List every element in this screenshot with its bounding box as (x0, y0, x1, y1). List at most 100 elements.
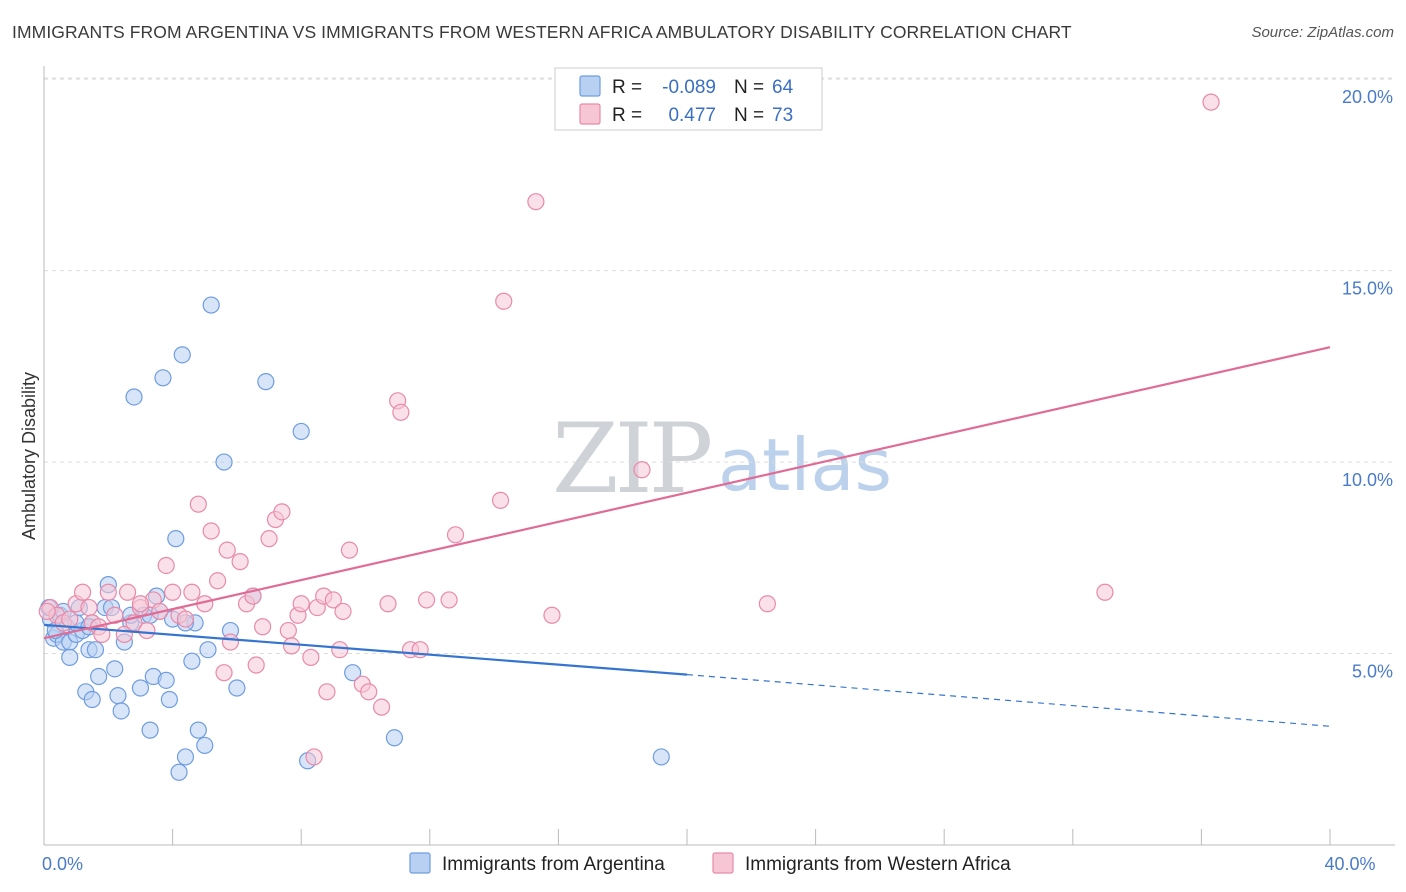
point-argentina (160, 690, 178, 709)
legend-swatch (579, 75, 601, 97)
point-western-africa (38, 602, 56, 621)
point-western-africa (417, 591, 436, 609)
legend-swatch (579, 103, 601, 125)
point-argentina (90, 667, 108, 686)
watermark: ZIP atlas (552, 403, 892, 515)
axes: 5.0% 10.0% 15.0% 20.0% 0.0% 40.0% (42, 66, 1395, 874)
point-western-africa (372, 698, 391, 716)
point-western-africa (80, 598, 98, 617)
point-western-africa (218, 541, 236, 559)
point-western-africa (221, 633, 240, 651)
legend-box: R = -0.089 N = 64 R = 0.477 N = 73 (554, 67, 823, 131)
point-western-africa (279, 621, 297, 640)
point-argentina (344, 664, 362, 682)
bottom-legend-swatch (712, 852, 734, 874)
bottom-legend-label: Immigrants from Western Africa (745, 854, 1011, 875)
point-argentina (228, 679, 246, 697)
point-argentina (385, 729, 404, 747)
point-argentina (176, 748, 195, 766)
point-argentina (257, 373, 275, 391)
point-western-africa (633, 461, 651, 479)
point-argentina (157, 671, 175, 689)
watermark-zip: ZIP (552, 403, 711, 515)
point-argentina (196, 736, 214, 755)
point-western-africa (231, 553, 249, 571)
point-argentina (173, 346, 191, 364)
point-argentina (61, 648, 79, 666)
y-tick-label: 20.0% (1342, 87, 1393, 107)
point-western-africa (164, 583, 182, 601)
point-western-africa (118, 583, 137, 601)
point-argentina (215, 453, 233, 471)
point-western-africa (73, 583, 92, 601)
point-argentina (199, 641, 217, 659)
point-western-africa (340, 541, 359, 559)
point-argentina (112, 702, 130, 720)
point-argentina (125, 388, 143, 406)
point-western-africa (260, 530, 278, 548)
point-argentina (167, 530, 185, 548)
point-western-africa (273, 503, 291, 521)
legend-n-value: 64 (772, 77, 794, 98)
point-western-africa (302, 648, 320, 666)
y-tick-label: 15.0% (1342, 279, 1393, 299)
legend-r-value: -0.089 (662, 77, 716, 98)
point-western-africa (189, 495, 207, 513)
point-western-africa (254, 618, 272, 636)
y-axis-label: Ambulatory Disability (19, 372, 39, 540)
legend-n-label: N = (734, 105, 764, 126)
trend-lines (43, 346, 1331, 727)
x-tick-label: 0.0% (42, 854, 83, 874)
point-argentina (131, 679, 150, 697)
point-western-africa (527, 193, 545, 211)
point-western-africa (1096, 583, 1114, 601)
point-western-africa (99, 583, 117, 601)
point-western-africa (334, 602, 352, 621)
point-western-africa (446, 526, 465, 544)
point-western-africa (324, 591, 342, 609)
trend-line-western-africa (43, 346, 1331, 640)
point-western-africa (305, 748, 323, 766)
point-western-africa (318, 683, 336, 701)
bottom-legend-swatch (409, 852, 431, 874)
point-argentina (109, 687, 127, 705)
point-western-africa (247, 656, 265, 674)
point-western-africa (282, 637, 301, 655)
chart-title: IMMIGRANTS FROM ARGENTINA VS IMMIGRANTS … (12, 22, 1072, 42)
point-western-africa (491, 491, 510, 509)
point-argentina (106, 660, 124, 678)
point-western-africa (138, 621, 156, 640)
point-argentina (141, 721, 159, 739)
legend-n-value: 73 (772, 105, 793, 126)
point-western-africa (176, 610, 195, 628)
point-western-africa (495, 292, 513, 310)
point-western-africa (157, 556, 175, 575)
point-western-africa (292, 595, 310, 613)
scatter-points (38, 93, 1220, 781)
legend-r-label: R = (612, 77, 642, 98)
point-argentina (183, 652, 201, 670)
point-western-africa (758, 595, 776, 613)
point-argentina (292, 422, 310, 441)
bottom-legend: Immigrants from Argentina Immigrants from… (409, 852, 1011, 875)
series-western-africa (38, 93, 1220, 766)
y-tick-label: 10.0% (1342, 470, 1393, 490)
legend-r-value: 0.477 (668, 105, 716, 126)
point-western-africa (215, 664, 233, 682)
point-western-africa (61, 610, 79, 628)
point-western-africa (392, 403, 410, 421)
point-western-africa (202, 522, 220, 540)
point-argentina (170, 763, 188, 781)
legend-r-label: R = (612, 105, 642, 126)
point-western-africa (331, 641, 349, 659)
point-western-africa (379, 595, 397, 613)
bottom-legend-label: Immigrants from Argentina (442, 854, 665, 875)
point-western-africa (543, 606, 561, 624)
point-western-africa (209, 572, 227, 590)
trend-line-argentina (43, 623, 688, 676)
x-tick-label: 40.0% (1324, 854, 1375, 874)
series-argentina (40, 296, 670, 781)
point-argentina (189, 721, 207, 739)
point-western-africa (131, 595, 150, 613)
y-tick-label: 5.0% (1352, 662, 1393, 682)
